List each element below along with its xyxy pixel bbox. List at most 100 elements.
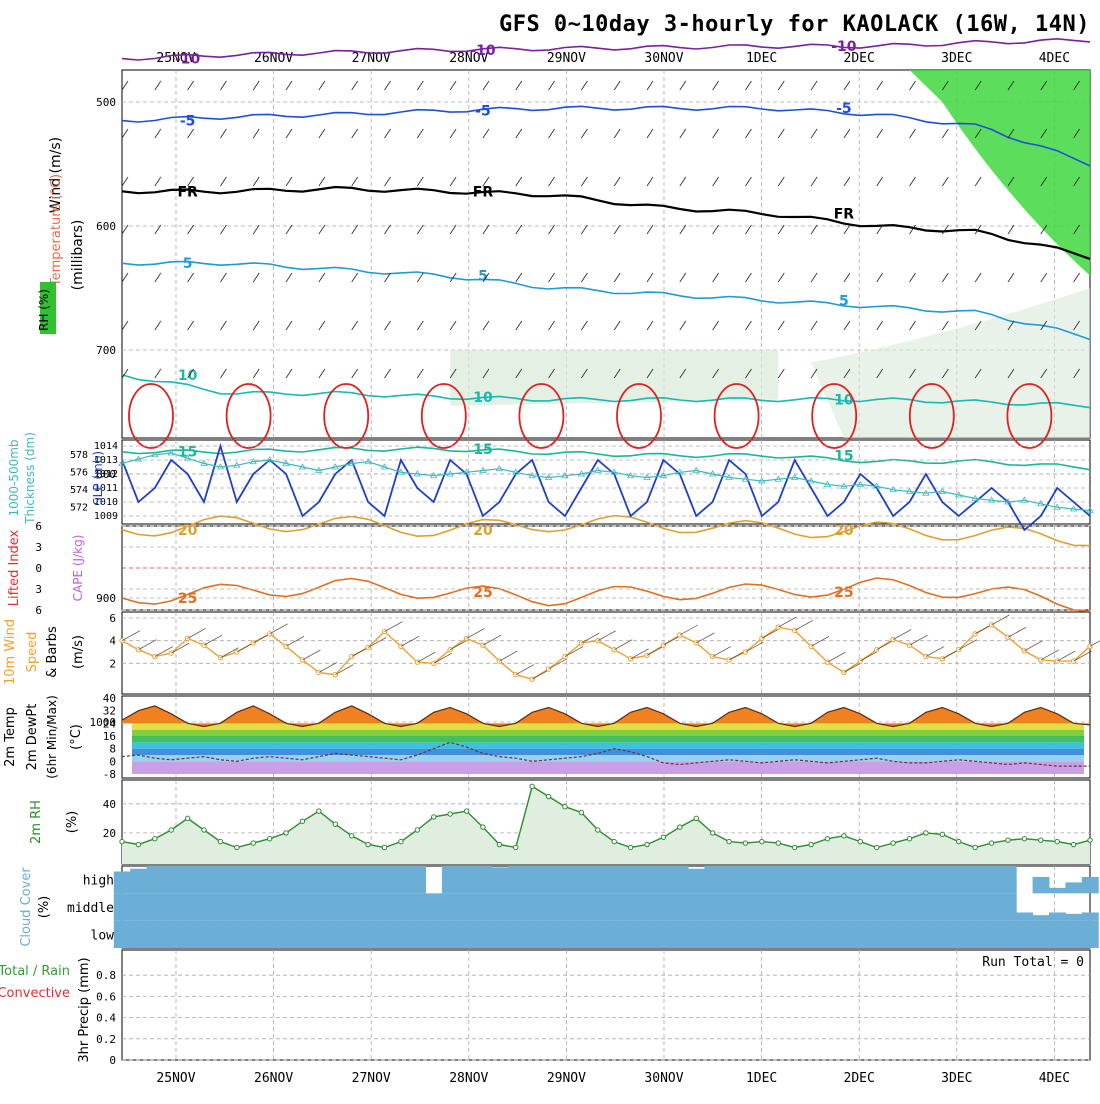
rh-marker: [496, 841, 503, 848]
isotherm-label: FR: [834, 207, 855, 223]
wind-barb: [777, 272, 785, 283]
wind-barb: [679, 80, 687, 91]
wind-barb: [1007, 224, 1015, 235]
wind-barb: [154, 128, 162, 139]
isotherm-label: FR: [473, 184, 494, 200]
wind-barb: [630, 648, 649, 660]
wind-barb: [252, 80, 260, 91]
thickness-marker: [807, 477, 815, 484]
wind-barb: [499, 650, 518, 662]
thickness-marker: [282, 459, 290, 466]
cloud-bar: [688, 893, 705, 921]
wind-barb: [958, 639, 977, 651]
cloud-bar: [1048, 912, 1066, 921]
wind-barb: [416, 320, 424, 331]
cloud-bar: [589, 893, 607, 921]
wind-barb: [433, 653, 452, 664]
cloud-bar: [753, 920, 771, 948]
dewpoint-line: [121, 741, 1090, 767]
wind-barb: [712, 320, 719, 331]
cloud-bar: [852, 866, 870, 894]
pressure-tick-label: 900: [96, 592, 116, 605]
wind-barb: [449, 272, 457, 283]
cloud-bar: [343, 920, 361, 948]
wind-barb: [991, 614, 1010, 626]
date-label-top: 27NOV: [352, 51, 391, 66]
cloud-bar: [228, 920, 246, 948]
axis-label-rh-text: RH (%): [37, 289, 51, 331]
wind-tick-label: 2: [109, 657, 116, 670]
rh-marker: [414, 827, 421, 833]
cloud-bar: [261, 920, 279, 948]
temp-band: [132, 742, 1084, 749]
cloud-bar: [179, 893, 197, 921]
rh-marker: [398, 838, 404, 845]
cloud-bar: [474, 920, 492, 948]
cloud-bar: [310, 893, 328, 921]
wind-barb: [154, 272, 162, 283]
cloud-bar: [720, 893, 738, 921]
wind-barb: [318, 272, 326, 283]
date-label-top: 4DEC: [1039, 51, 1070, 66]
isotherm-label: 10: [178, 368, 198, 384]
cloud-bar: [491, 867, 509, 894]
cloud-bar: [327, 893, 344, 921]
wind-barb: [121, 176, 129, 187]
panel-frame: [121, 439, 1091, 525]
isotherm-label: 20: [178, 523, 198, 539]
li-tick-label: 6: [35, 604, 42, 617]
wind-barb: [581, 632, 600, 644]
rh-marker: [562, 804, 568, 810]
wind-barb: [154, 646, 173, 657]
rh-marker: [365, 841, 371, 848]
wind-barb: [548, 80, 555, 91]
cloud-bar: [359, 866, 377, 894]
cloud-bar: [671, 893, 689, 921]
cloud-bar: [688, 868, 705, 894]
thickness-marker: [823, 480, 832, 487]
wind-barb: [1073, 128, 1080, 139]
isotherm-label: 25: [178, 591, 197, 607]
wind-barb: [909, 272, 916, 283]
temp-tick-label: 32: [103, 705, 116, 718]
thickness-marker: [561, 471, 569, 479]
cloud-bar: [113, 871, 131, 894]
wind-barb: [187, 320, 194, 331]
cloud-bar: [376, 893, 394, 921]
cloud-bar: [195, 866, 213, 894]
cloud-bar: [523, 866, 541, 894]
thickness-marker: [512, 468, 520, 475]
wind-barb: [712, 272, 719, 283]
thickness-marker: [1069, 505, 1078, 512]
temp-tick-label: 40: [103, 692, 116, 705]
cloud-bar: [130, 868, 148, 894]
cloud-bar: [802, 893, 820, 921]
wind-barb: [121, 224, 129, 235]
convective-cell: [713, 383, 760, 449]
wind-speed-marker: [348, 653, 355, 660]
isotherm-label: 5: [839, 293, 849, 309]
wind-barb: [942, 176, 949, 187]
precip-tick-label: 0.6: [96, 990, 116, 1003]
rh-marker: [217, 838, 224, 845]
rh-shading-high: [909, 70, 1090, 276]
isotherm-label: -5: [475, 104, 491, 120]
cloud-bar: [655, 893, 673, 921]
cloud-bar: [802, 866, 820, 894]
rh-marker: [299, 818, 306, 824]
wind-barb: [974, 368, 982, 379]
rh-marker: [1070, 841, 1077, 848]
wind-barb: [384, 621, 403, 632]
cloud-bar: [606, 866, 623, 894]
thickness-marker: [183, 454, 192, 461]
wind-barb: [335, 664, 354, 675]
cloud-bar: [770, 866, 787, 894]
wind-barb: [318, 80, 326, 91]
wind-barb: [745, 176, 752, 187]
cloud-bar: [1048, 920, 1066, 948]
rh-marker: [726, 838, 732, 845]
wind-barb: [187, 272, 194, 283]
wind-barb: [581, 272, 588, 283]
rh-marker: [513, 844, 519, 851]
